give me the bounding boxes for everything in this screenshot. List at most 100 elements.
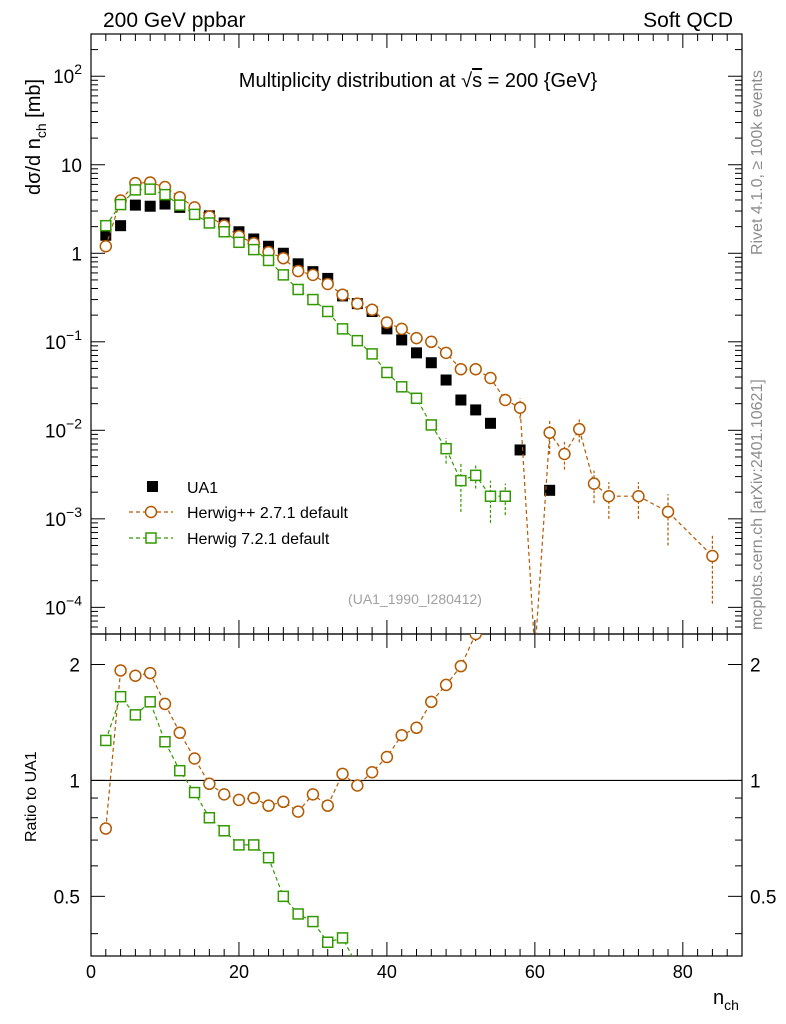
herwigpp-point [499,393,512,407]
y-tick-label-base: 10 [61,156,82,177]
herwig7-ratio-point [203,811,216,824]
x-tick-label: 0 [86,962,96,982]
legend-ua1-marker [147,481,158,492]
herwigpp-point [706,549,719,563]
herwig7-ratio-point [159,736,171,748]
x-axis-label-main: n [713,987,724,1009]
x-axis-label-sub: ch [724,997,739,1013]
ratio-tick-label-left: 2 [69,655,80,676]
herwig7-point [395,381,408,393]
y-axis-label-main: dσ/d n [23,138,45,195]
y-tick-label-base: 10 [53,67,74,88]
main-data-group [99,176,719,659]
herwigpp-point [469,362,482,376]
herwig7-ratio-line [105,695,353,956]
legend-herwigpp-label: Herwig++ 2.7.1 default [187,505,349,522]
herwig7-point [233,236,245,249]
y-tick-label-base: 10 [45,510,66,531]
herwig7-ratio-point [292,908,304,920]
herwigpp-point [529,648,540,659]
herwigpp-ratio-point [114,664,127,677]
y-tick-label-exp: −1 [66,327,82,343]
herwig7-line [105,188,506,497]
ua1-point [115,220,127,232]
herwigpp-ratio-point [365,766,379,779]
mcplots-source-label: mcplots.cern.ch [arXiv:2401.10621] [749,379,766,630]
herwig7-point [410,392,423,405]
legend-herwig7-marker [145,532,157,544]
herwigpp-point [661,505,675,519]
ratio-tick-label-right: 1 [750,771,761,792]
herwig7-ratio-point [307,915,319,928]
herwigpp-ratio-point [291,805,305,818]
herwigpp-point [99,240,113,253]
sqrt-s: s [472,70,482,92]
herwigpp-ratio-point [410,721,423,735]
herwigpp-ratio-point [336,767,349,781]
herwig7-point [321,305,334,318]
herwig7-point [425,419,438,431]
herwigpp-ratio-point [232,793,246,807]
herwigpp-line [105,181,713,634]
herwig7-ratio-point [262,851,275,864]
ua1-point [514,444,526,456]
ratio-panel-frame [90,633,743,957]
herwigpp-point [602,489,616,503]
y-tick-label: 10 [61,156,82,177]
herwigpp-ratio-point [321,799,334,812]
herwigpp-point [277,251,290,265]
herwigpp-point [380,316,394,329]
ua1-point [470,404,482,416]
header-left-label: 200 GeV ppbar [103,9,245,32]
herwig7-point [100,219,112,232]
herwigpp-point [543,426,556,439]
herwig7-point [307,293,319,306]
herwig7-point [218,226,230,238]
analysis-tag: (UA1_1990_I280412) [348,591,482,607]
x-tick-label: 80 [673,962,693,982]
y-tick-label-base: 10 [45,333,66,354]
herwigpp-ratio-point [143,666,157,680]
legend-herwig7-label: Herwig 7.2.1 default [187,531,330,548]
herwig7-ratio-point [144,696,156,708]
y-tick-label-base: 1 [71,244,82,265]
herwigpp-ratio-point [277,795,290,809]
herwigpp-point [439,346,453,360]
herwigpp-point [365,303,379,317]
herwigpp-point [410,331,423,345]
herwig7-point [336,323,349,335]
herwigpp-point [336,288,349,301]
herwig7-point [144,183,156,195]
ua1-point [144,200,156,212]
herwigpp-point [513,401,527,414]
herwig7-point [262,254,275,267]
herwig7-point [351,334,364,347]
y-tick-label: 10−4 [45,592,82,619]
herwig7-ratio-point [277,890,290,903]
herwigpp-point [351,297,364,310]
ua1-point [411,347,422,359]
y-axis-label: dσ/d nch [mb] [23,79,49,195]
herwigpp-ratio-point [99,822,113,835]
herwigpp-ratio-point [425,695,438,709]
x-tick-label: 20 [229,962,249,982]
herwigpp-ratio-point [217,788,231,801]
chart-title-prefix: Multiplicity distribution at [239,70,461,92]
legend-herwigpp-marker [144,505,158,519]
ua1-point [440,374,452,386]
herwigpp-point [321,277,334,291]
herwig7-point [292,283,304,296]
herwig7-point [129,184,142,196]
legend: UA1 Herwig++ 2.7.1 default Herwig 7.2.1 … [129,480,349,548]
x-tick-label: 40 [377,962,397,982]
herwig7-point [159,188,171,201]
ratio-tick-label-left: 1 [69,771,80,792]
y-tick-label-exp: 2 [74,61,82,77]
herwigpp-point [632,489,645,503]
x-tick-label: 60 [525,962,545,982]
herwigpp-ratio-point [439,678,453,692]
ratio-tick-label-right: 0.5 [750,887,776,908]
herwig7-point [203,217,216,229]
herwig7-point [277,269,290,281]
